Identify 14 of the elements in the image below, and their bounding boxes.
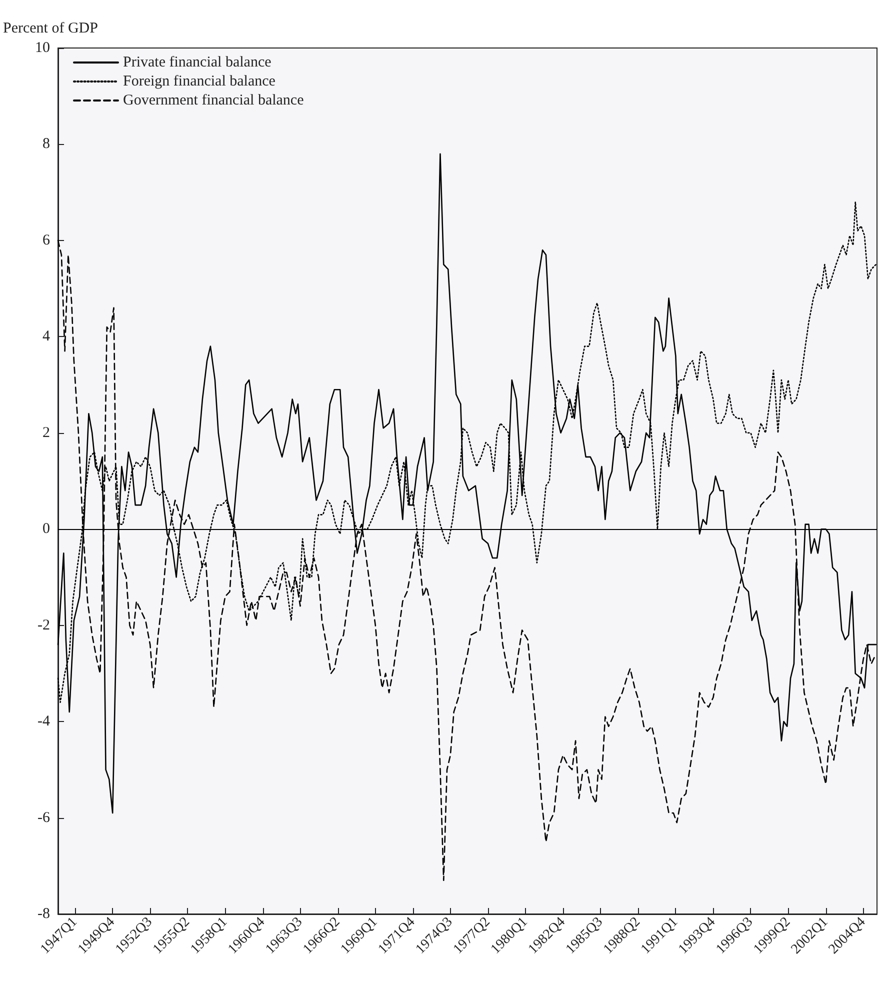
y-tick-label: -6 [38,810,50,826]
y-tick-label: -4 [38,714,50,730]
y-tick-label: 8 [42,136,50,152]
legend-label: Foreign financial balance [123,74,276,90]
legend-label: Government financial balance [123,92,304,108]
y-axis-title: Percent of GDP [3,20,98,36]
legend-label: Private financial balance [123,54,272,70]
y-tick-label: 4 [42,328,50,345]
y-tick-label: 0 [42,521,50,538]
y-tick-label: -8 [38,906,50,922]
y-tick-label: -2 [38,617,50,634]
y-tick-label: 6 [42,232,50,248]
y-tick-label: 10 [35,40,50,56]
y-tick-label: 2 [42,424,50,441]
